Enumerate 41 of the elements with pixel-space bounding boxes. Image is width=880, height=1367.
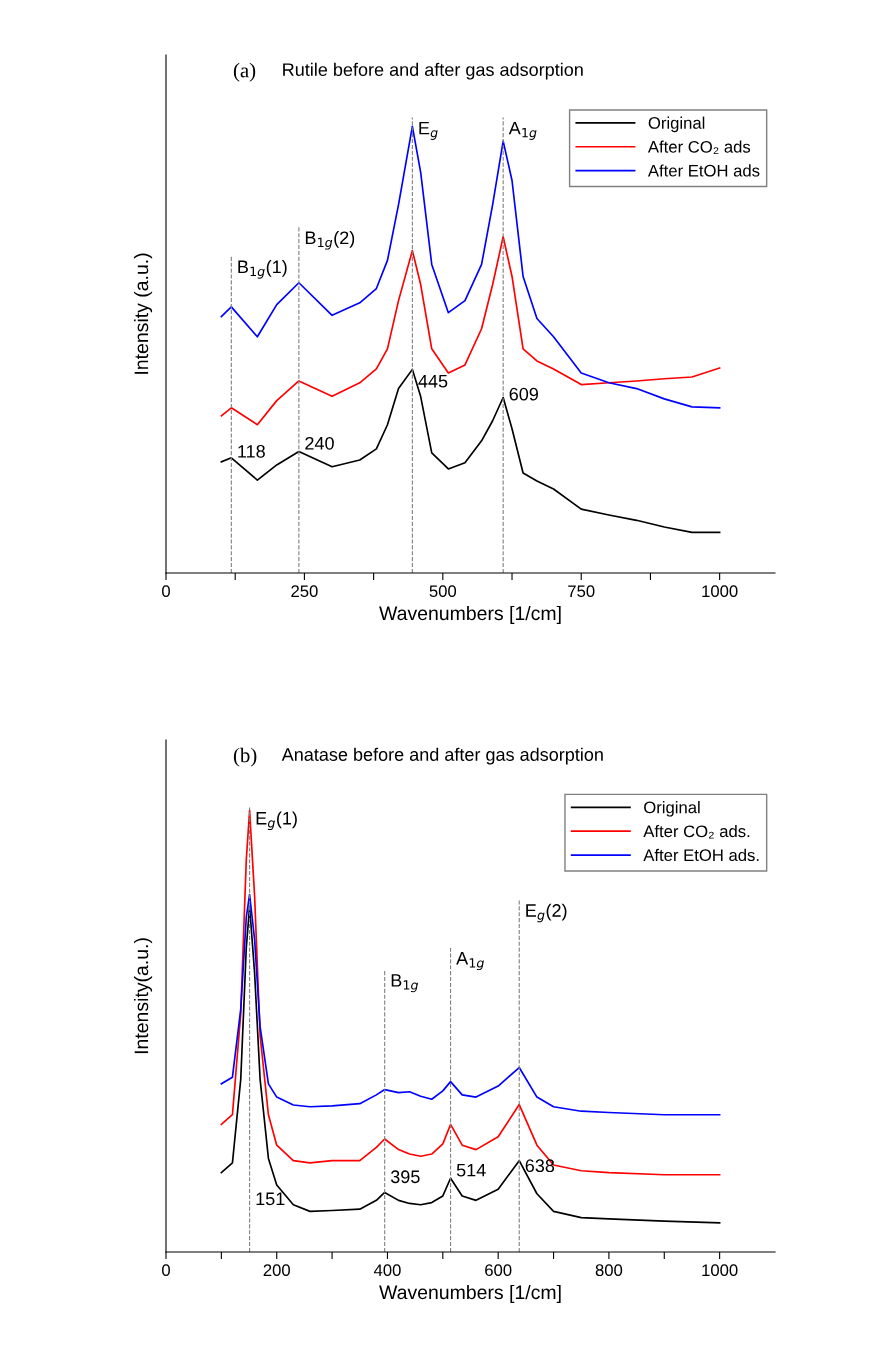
legend-label: Original [644,801,700,817]
annotation: E$_{g}$ [419,121,438,140]
annotation: B$_{1g}$(1) [238,259,287,279]
chart-title: (a) [233,62,256,82]
y-axis-title: Intensity(a.u.) [133,938,153,1054]
x-tick-label: 1000 [702,1264,738,1277]
annotation: B$_{1g}$(2) [305,230,355,250]
y-axis-title: Intensity (a.u.) [133,253,153,374]
annotation: A$_{1g}$ [508,121,537,140]
chart-title: (b) [233,747,257,767]
annotation: 118 [238,444,265,458]
x-tick-label: 400 [373,1264,401,1277]
annotation: 514 [456,1163,486,1177]
x-tick-label: 0 [162,1264,170,1277]
annotation: E$_{g}$(1) [256,811,297,831]
annotation: 240 [305,436,334,450]
x-tick-label: 0 [162,585,170,598]
chart-subtitle: Rutile before and after gas adsorption [283,62,583,80]
x-tick-label: 750 [568,585,595,598]
annotation: E$_{g}$(2) [526,903,567,923]
x-tick-label: 200 [263,1264,290,1277]
annotation: 151 [256,1192,285,1206]
x-tick-label: 250 [291,585,318,598]
annotation: A$_{1g}$ [456,952,484,971]
annotation: 445 [418,375,448,388]
x-tick-label: 800 [595,1264,623,1277]
legend-label: After EtOH ads. [643,848,759,862]
x-tick-label: 600 [485,1264,512,1277]
x-tick-label: 1000 [702,585,738,598]
x-axis-title: Wavenumbers [1/cm] [379,1284,561,1304]
legend-label: Original [648,116,705,133]
annotation: 609 [509,387,538,401]
legend-label: After CO₂ ads. [643,824,750,839]
legend-label: After CO₂ ads [647,140,751,154]
legend-label: After EtOH ads [647,164,760,177]
chart-subtitle: Anatase before and after gas adsorption [281,747,603,765]
x-axis-title: Wavenumbers [1/cm] [379,605,561,625]
annotation: 395 [390,1170,420,1184]
annotation: 638 [525,1159,555,1173]
annotation: B$_{1g}$ [391,974,419,993]
x-tick-label: 500 [429,585,457,598]
